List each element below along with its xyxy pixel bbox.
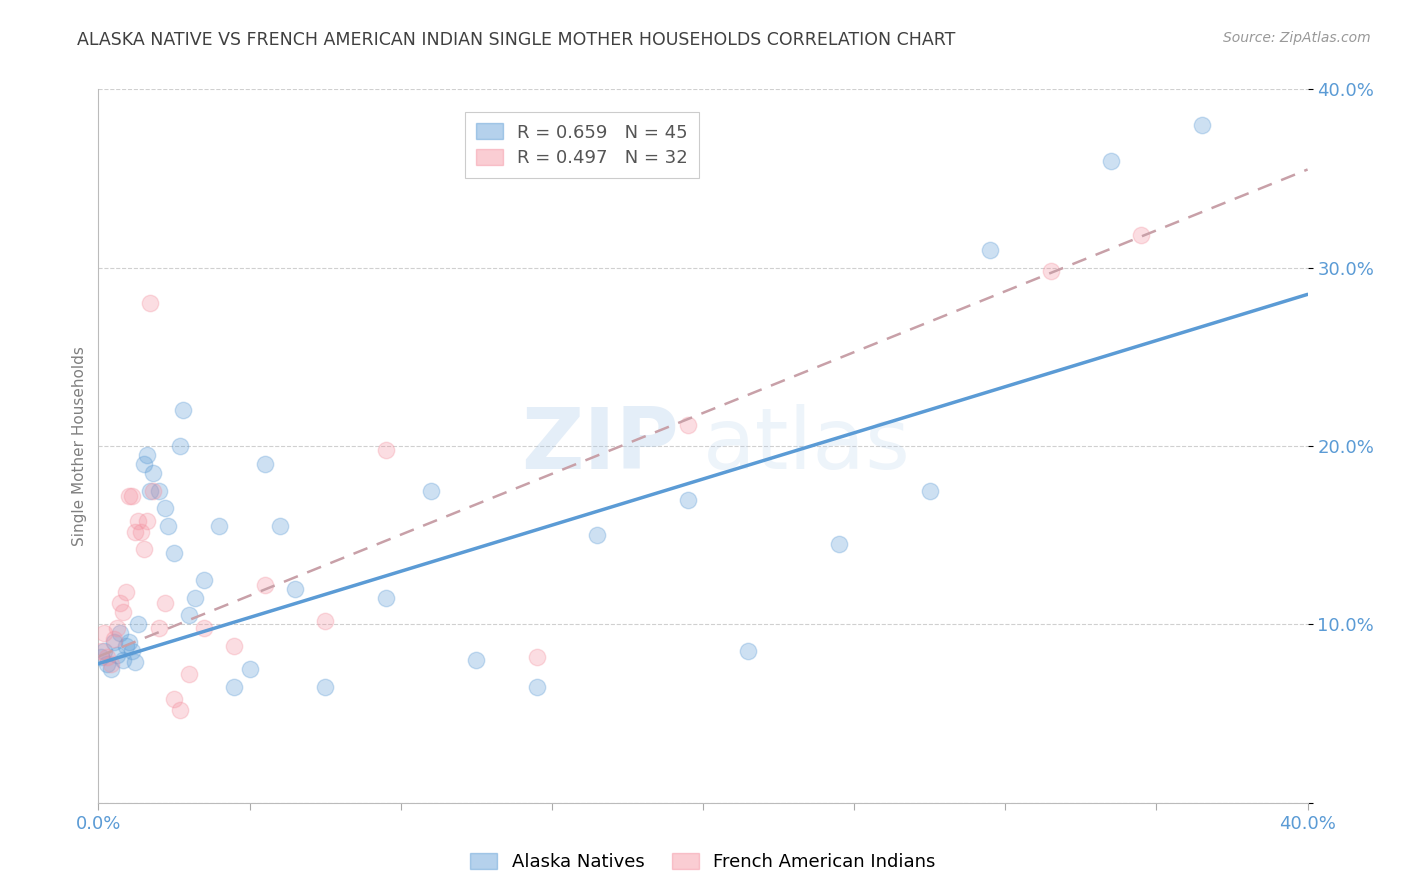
Point — [105, 621, 128, 635]
Point — [169, 703, 191, 717]
Point — [148, 621, 170, 635]
Text: ZIP: ZIP — [522, 404, 679, 488]
Point — [139, 483, 162, 498]
Point — [374, 442, 396, 457]
Point — [111, 653, 134, 667]
Point — [374, 591, 396, 605]
Point — [127, 617, 149, 632]
Point — [224, 680, 246, 694]
Point — [148, 483, 170, 498]
Point — [124, 524, 146, 539]
Legend: Alaska Natives, French American Indians: Alaska Natives, French American Indians — [463, 846, 943, 879]
Point — [93, 644, 115, 658]
Point — [108, 596, 131, 610]
Point — [314, 614, 336, 628]
Point — [124, 655, 146, 669]
Point — [918, 483, 941, 498]
Point — [163, 692, 186, 706]
Point — [184, 591, 207, 605]
Point — [526, 680, 548, 694]
Text: atlas: atlas — [703, 404, 911, 488]
Point — [1099, 153, 1122, 168]
Point — [1130, 228, 1153, 243]
Point — [169, 439, 191, 453]
Point — [193, 621, 215, 635]
Text: Source: ZipAtlas.com: Source: ZipAtlas.com — [1223, 31, 1371, 45]
Point — [135, 514, 157, 528]
Point — [114, 585, 136, 599]
Point — [253, 578, 276, 592]
Point — [314, 680, 336, 694]
Point — [193, 573, 215, 587]
Point — [208, 519, 231, 533]
Point — [118, 489, 141, 503]
Point — [118, 635, 141, 649]
Point — [179, 667, 201, 681]
Point — [93, 626, 115, 640]
Point — [1039, 264, 1062, 278]
Legend: R = 0.659   N = 45, R = 0.497   N = 32: R = 0.659 N = 45, R = 0.497 N = 32 — [465, 112, 699, 178]
Point — [163, 546, 186, 560]
Point — [526, 649, 548, 664]
Point — [111, 605, 134, 619]
Point — [129, 524, 152, 539]
Point — [586, 528, 609, 542]
Point — [420, 483, 443, 498]
Point — [121, 644, 143, 658]
Point — [132, 457, 155, 471]
Point — [676, 492, 699, 507]
Point — [100, 662, 122, 676]
Point — [103, 635, 125, 649]
Point — [179, 608, 201, 623]
Point — [108, 626, 131, 640]
Point — [90, 644, 112, 658]
Y-axis label: Single Mother Households: Single Mother Households — [72, 346, 87, 546]
Point — [100, 657, 122, 671]
Point — [135, 448, 157, 462]
Point — [96, 657, 118, 671]
Point — [224, 639, 246, 653]
Point — [96, 649, 118, 664]
Point — [269, 519, 291, 533]
Point — [676, 417, 699, 432]
Point — [139, 296, 162, 310]
Point — [105, 648, 128, 662]
Point — [156, 519, 179, 533]
Point — [127, 514, 149, 528]
Point — [153, 596, 176, 610]
Point — [239, 662, 262, 676]
Point — [253, 457, 276, 471]
Point — [142, 466, 165, 480]
Point — [828, 537, 851, 551]
Point — [103, 632, 125, 646]
Point — [465, 653, 488, 667]
Point — [121, 489, 143, 503]
Point — [979, 243, 1001, 257]
Text: ALASKA NATIVE VS FRENCH AMERICAN INDIAN SINGLE MOTHER HOUSEHOLDS CORRELATION CHA: ALASKA NATIVE VS FRENCH AMERICAN INDIAN … — [77, 31, 956, 49]
Point — [172, 403, 194, 417]
Point — [132, 542, 155, 557]
Point — [153, 501, 176, 516]
Point — [90, 649, 112, 664]
Point — [1191, 118, 1213, 132]
Point — [284, 582, 307, 596]
Point — [737, 644, 759, 658]
Point — [142, 483, 165, 498]
Point — [114, 639, 136, 653]
